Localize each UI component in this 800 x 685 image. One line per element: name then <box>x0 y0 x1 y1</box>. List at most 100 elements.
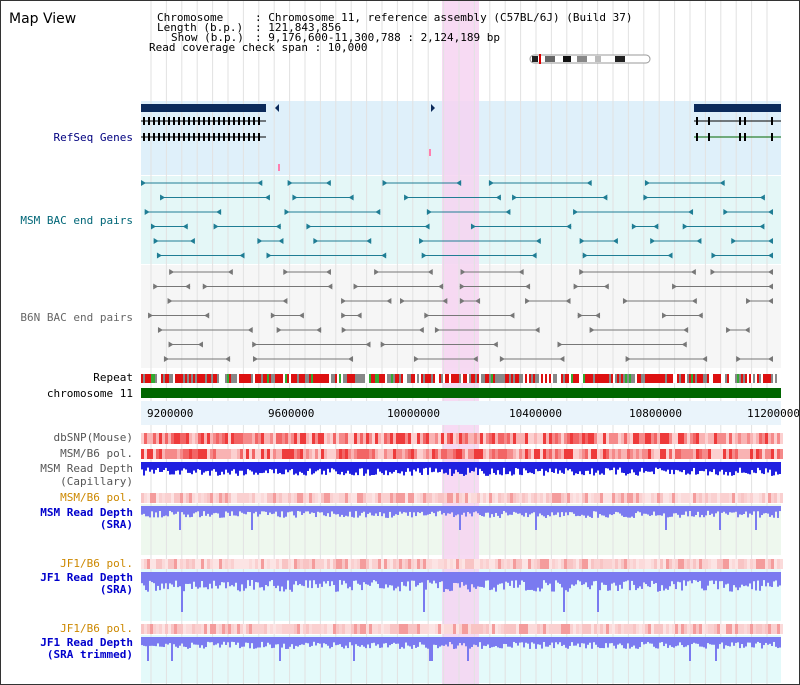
msm-b6-pol-cell <box>309 449 312 459</box>
jf1-b6-pol-2-cell <box>744 624 747 634</box>
msm-b6-pol-2-cell <box>705 493 708 503</box>
jf1-b6-pol-cell <box>375 559 378 569</box>
jf1-b6-pol-cell <box>321 559 324 569</box>
track-label-jf1-b6-pol-2[interactable]: JF1/B6 pol. <box>60 622 133 635</box>
msm-capillary-depth-bar <box>377 462 379 469</box>
jf1-b6-pol-2-cell <box>171 624 174 634</box>
repeat-segment <box>477 374 479 383</box>
jf1-b6-pol-cell <box>432 559 435 569</box>
msm-b6-pol-cell <box>591 449 594 459</box>
jf1-b6-pol-cell <box>618 559 621 569</box>
msm-b6-pol-cell <box>144 449 147 459</box>
msm-capillary-depth-bar <box>747 462 749 474</box>
jf1-b6-pol-2-cell <box>366 624 369 634</box>
jf1-b6-pol-cell <box>357 559 360 569</box>
track-label-b6n-bac-end-pairs[interactable]: B6N BAC end pairs <box>20 311 133 324</box>
jf1-b6-pol-cell <box>717 559 720 569</box>
repeat-segment <box>261 374 263 383</box>
msm-capillary-depth-bar <box>335 462 337 472</box>
msm-b6-pol-2-cell <box>456 493 459 503</box>
repeat-segment <box>277 374 279 383</box>
msm-capillary-depth-bar <box>701 462 703 471</box>
msm-capillary-depth-bar <box>769 462 771 470</box>
msm-b6-pol-cell <box>216 449 219 459</box>
track-label-refseq-genes[interactable]: RefSeq Genes <box>53 131 133 144</box>
repeat-segment <box>307 374 309 383</box>
dbsnp-cell <box>453 433 456 444</box>
msm-capillary-depth-bar <box>297 462 299 476</box>
jf1-b6-pol-2-cell <box>519 624 522 634</box>
jf1-b6-pol-2-cell <box>453 624 456 634</box>
chromosome-bar <box>141 388 781 398</box>
msm-b6-pol-cell <box>183 449 186 459</box>
dbsnp-cell <box>522 433 525 444</box>
repeat-segment <box>171 374 173 383</box>
track-label-jf1-read-depth-sra[interactable]: JF1 Read Depth <box>40 571 133 584</box>
msm-b6-pol-cell <box>297 449 300 459</box>
dbsnp-cell <box>264 433 267 444</box>
axis-band <box>141 401 781 425</box>
dbsnp-cell <box>234 433 237 444</box>
msm-b6-pol-2-cell <box>732 493 735 503</box>
msm-b6-pol-cell <box>201 449 204 459</box>
msm-b6-pol-2-cell <box>384 493 387 503</box>
msm-b6-pol-2-cell <box>603 493 606 503</box>
track-label-jf1-read-depth-trimmed[interactable]: JF1 Read Depth <box>40 636 133 649</box>
msm-b6-pol-cell <box>486 449 489 459</box>
jf1-b6-pol-2-cell <box>465 624 468 634</box>
track-label-jf1-b6-pol[interactable]: JF1/B6 pol. <box>60 557 133 570</box>
msm-b6-pol-cell <box>768 449 771 459</box>
jf1-b6-pol-2-cell <box>531 624 534 634</box>
repeat-segment <box>565 374 567 383</box>
msm-b6-pol-cell <box>291 449 294 459</box>
repeat-segment <box>403 374 405 383</box>
msm-capillary-depth-bar <box>635 462 637 475</box>
repeat-segment <box>627 374 629 383</box>
jf1-b6-pol-cell <box>144 559 147 569</box>
msm-capillary-depth-bar <box>423 462 425 469</box>
msm-b6-pol-cell <box>384 449 387 459</box>
msm-b6-pol-2-cell <box>144 493 147 503</box>
repeat-segment <box>595 374 597 383</box>
jf1-b6-pol-cell <box>471 559 474 569</box>
msm-b6-pol-cell <box>396 449 399 459</box>
repeat-segment <box>281 374 283 383</box>
jf1-b6-pol-2-cell <box>615 624 618 634</box>
msm-b6-pol-cell <box>501 449 504 459</box>
repeat-segment <box>445 374 447 383</box>
repeat-segment <box>777 374 779 383</box>
msm-b6-pol-2-cell <box>336 493 339 503</box>
repeat-segment <box>265 374 267 383</box>
jf1-b6-pol-cell <box>366 559 369 569</box>
msm-capillary-depth-bar <box>333 462 335 470</box>
track-label-msm-read-depth-sra[interactable]: MSM Read Depth <box>40 506 133 519</box>
dbsnp-cell <box>333 433 336 444</box>
dbsnp-cell <box>486 433 489 444</box>
jf1-b6-pol-cell <box>192 559 195 569</box>
jf1-b6-pol-2-cell <box>483 624 486 634</box>
track-label-dbsnp[interactable]: dbSNP(Mouse) <box>53 431 133 444</box>
dbsnp-cell <box>537 433 540 444</box>
track-label-msm-b6-pol-2[interactable]: MSM/B6 pol. <box>60 491 133 504</box>
repeat-segment <box>389 374 391 383</box>
msm-b6-pol-2-cell <box>165 493 168 503</box>
msm-b6-pol-2-cell <box>192 493 195 503</box>
track-label-msm-b6-pol[interactable]: MSM/B6 pol. <box>60 447 133 460</box>
jf1-b6-pol-2-cell <box>309 624 312 634</box>
dbsnp-cell <box>573 433 576 444</box>
msm-b6-pol-cell <box>444 449 447 459</box>
repeat-segment <box>723 374 725 383</box>
track-label-msm-read-depth-capillary[interactable]: MSM Read Depth <box>40 462 133 475</box>
dbsnp-cell <box>432 433 435 444</box>
jf1-b6-pol-cell <box>465 559 468 569</box>
jf1-b6-pol-cell <box>555 559 558 569</box>
msm-b6-pol-2-cell <box>222 493 225 503</box>
repeat-segment <box>737 374 739 383</box>
jf1-b6-pol-2-cell <box>204 624 207 634</box>
track-label-msm-bac-end-pairs[interactable]: MSM BAC end pairs <box>20 214 133 227</box>
repeat-segment <box>485 374 487 383</box>
jf1-b6-pol-cell <box>396 559 399 569</box>
chromosome-ideogram[interactable] <box>529 53 653 65</box>
msm-capillary-depth-bar <box>645 462 647 472</box>
msm-b6-pol-cell <box>156 449 159 459</box>
